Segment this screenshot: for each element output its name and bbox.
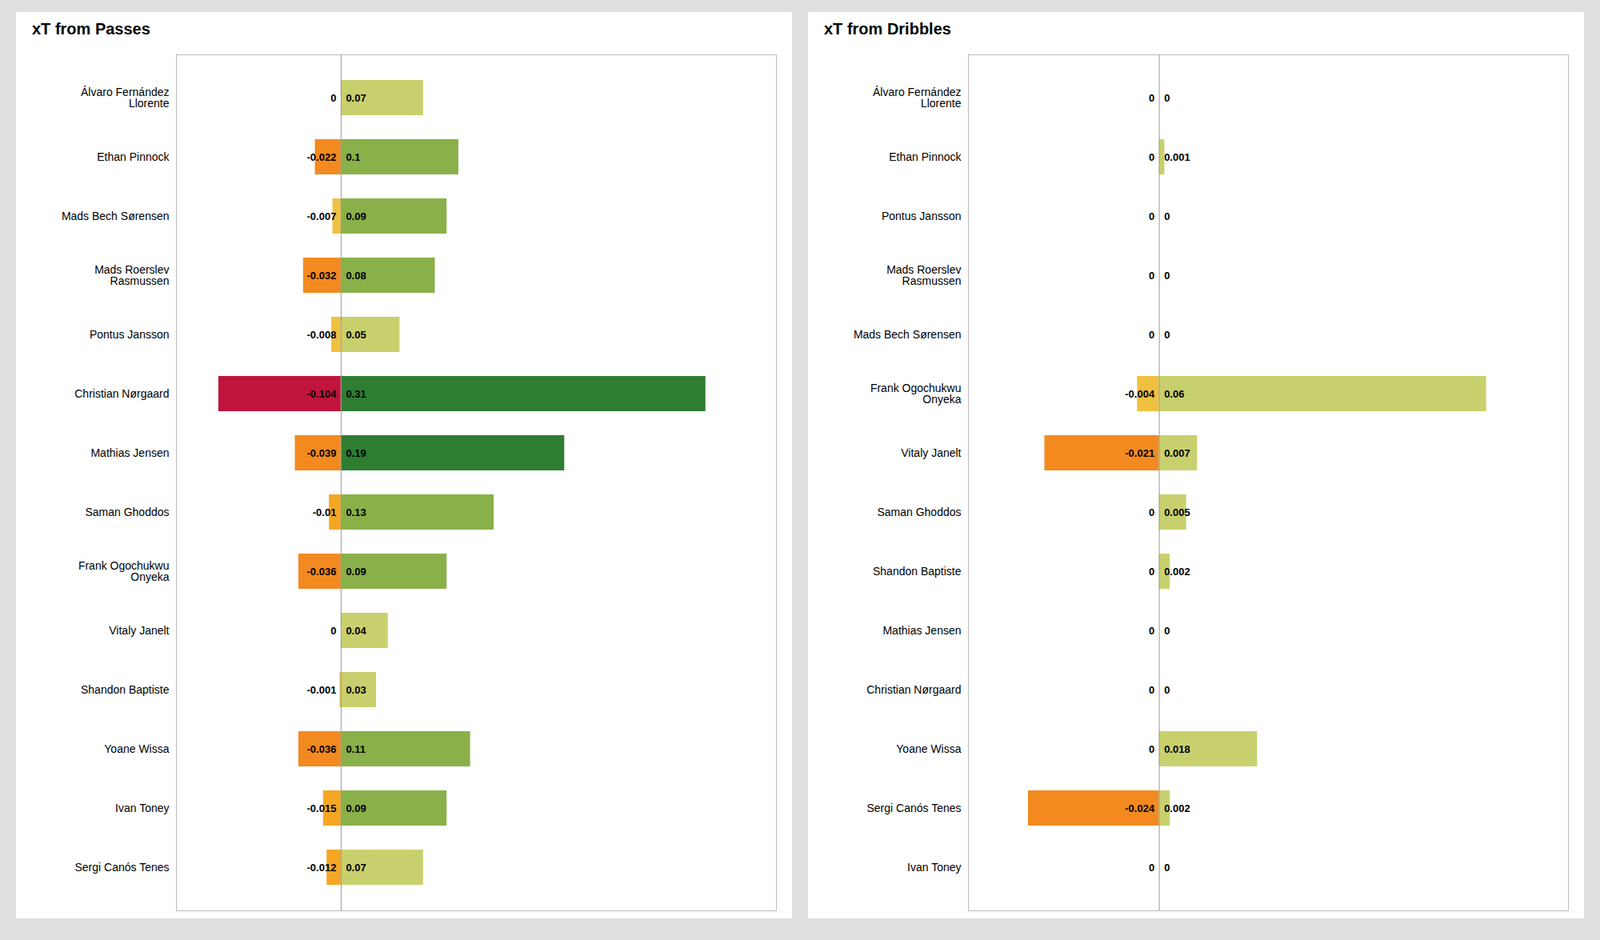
svg-text:0.002: 0.002 bbox=[1164, 802, 1191, 815]
svg-text:0: 0 bbox=[1164, 92, 1170, 104]
svg-text:0: 0 bbox=[1164, 328, 1170, 341]
svg-text:0.05: 0.05 bbox=[345, 328, 366, 341]
svg-text:Sergi Canós Tenes: Sergi Canós Tenes bbox=[866, 801, 961, 815]
svg-text:0: 0 bbox=[1148, 328, 1155, 341]
svg-text:0.001: 0.001 bbox=[1164, 151, 1191, 164]
svg-text:0.19: 0.19 bbox=[345, 447, 366, 460]
svg-text:0: 0 bbox=[1148, 861, 1155, 874]
svg-text:Mads RoerslevRasmussen: Mads RoerslevRasmussen bbox=[94, 263, 169, 288]
svg-text:Ivan Toney: Ivan Toney bbox=[115, 801, 169, 815]
svg-text:0: 0 bbox=[1148, 269, 1155, 282]
svg-text:0: 0 bbox=[330, 92, 336, 104]
svg-text:-0.007: -0.007 bbox=[307, 210, 337, 223]
svg-text:0.005: 0.005 bbox=[1164, 506, 1191, 519]
svg-text:Pontus Jansson: Pontus Jansson bbox=[89, 328, 170, 341]
svg-text:0: 0 bbox=[1164, 684, 1170, 696]
svg-text:Ethan Pinnock: Ethan Pinnock bbox=[96, 150, 170, 164]
svg-text:-0.036: -0.036 bbox=[307, 743, 337, 756]
svg-text:0.04: 0.04 bbox=[345, 624, 367, 637]
svg-text:0.07: 0.07 bbox=[345, 861, 366, 874]
svg-text:Christian Nørgaard: Christian Nørgaard bbox=[866, 683, 961, 696]
svg-text:0.018: 0.018 bbox=[1164, 743, 1191, 756]
svg-text:0.13: 0.13 bbox=[345, 506, 366, 519]
svg-text:Mads Bech Sørensen: Mads Bech Sørensen bbox=[853, 328, 962, 341]
svg-text:Frank OgochukwuOnyeka: Frank OgochukwuOnyeka bbox=[78, 559, 170, 584]
svg-text:Vitaly Janelt: Vitaly Janelt bbox=[108, 624, 169, 637]
svg-text:0: 0 bbox=[1148, 684, 1155, 696]
svg-text:-0.012: -0.012 bbox=[307, 861, 337, 874]
svg-text:Christian Nørgaard: Christian Nørgaard bbox=[74, 387, 169, 400]
svg-text:Saman Ghoddos: Saman Ghoddos bbox=[84, 505, 169, 519]
svg-text:-0.001: -0.001 bbox=[307, 684, 337, 696]
svg-text:Sergi Canós Tenes: Sergi Canós Tenes bbox=[74, 860, 169, 874]
html-text:xT from Dribbles: xT from Dribbles bbox=[824, 20, 952, 38]
svg-text:-0.004: -0.004 bbox=[1124, 388, 1156, 400]
svg-text:-0.008: -0.008 bbox=[307, 328, 337, 341]
svg-text:0.03: 0.03 bbox=[345, 684, 366, 696]
svg-text:Ivan Toney: Ivan Toney bbox=[907, 860, 961, 874]
svg-text:Saman Ghoddos: Saman Ghoddos bbox=[876, 505, 961, 519]
svg-text:0: 0 bbox=[1148, 210, 1155, 223]
svg-text:0: 0 bbox=[1148, 565, 1155, 578]
svg-text:0.07: 0.07 bbox=[345, 92, 366, 104]
svg-text:Mads Bech Sørensen: Mads Bech Sørensen bbox=[61, 209, 170, 223]
svg-text:-0.039: -0.039 bbox=[307, 447, 337, 460]
svg-text:Pontus Jansson: Pontus Jansson bbox=[881, 209, 962, 223]
svg-text:0: 0 bbox=[1164, 269, 1170, 282]
svg-text:-0.015: -0.015 bbox=[307, 802, 337, 815]
svg-text:0: 0 bbox=[1148, 92, 1155, 104]
svg-text:Mathias Jensen: Mathias Jensen bbox=[882, 624, 961, 637]
svg-text:Shandon Baptiste: Shandon Baptiste bbox=[872, 564, 962, 578]
svg-text:0.06: 0.06 bbox=[1164, 388, 1184, 400]
svg-text:0: 0 bbox=[1148, 624, 1155, 637]
svg-text:-0.032: -0.032 bbox=[307, 269, 337, 282]
svg-text:Álvaro FernándezLlorente: Álvaro FernándezLlorente bbox=[872, 85, 962, 110]
svg-text:-0.104: -0.104 bbox=[307, 388, 338, 400]
svg-text:0.11: 0.11 bbox=[345, 743, 366, 756]
svg-text:0: 0 bbox=[1148, 151, 1155, 164]
svg-text:Frank OgochukwuOnyeka: Frank OgochukwuOnyeka bbox=[870, 381, 962, 406]
svg-text:0: 0 bbox=[330, 624, 336, 637]
svg-text:0: 0 bbox=[1164, 624, 1170, 637]
svg-text:Mathias Jensen: Mathias Jensen bbox=[90, 446, 169, 460]
svg-text:Yoane Wissa: Yoane Wissa bbox=[104, 742, 169, 756]
svg-text:0: 0 bbox=[1148, 743, 1155, 756]
svg-text:-0.021: -0.021 bbox=[1124, 447, 1155, 460]
svg-text:0: 0 bbox=[1164, 861, 1170, 874]
svg-text:0.1: 0.1 bbox=[345, 151, 360, 164]
svg-text:Yoane Wissa: Yoane Wissa bbox=[896, 742, 961, 756]
svg-text:0: 0 bbox=[1148, 506, 1155, 519]
svg-text:0.09: 0.09 bbox=[345, 210, 366, 223]
svg-text:0.31: 0.31 bbox=[345, 388, 366, 400]
html-text:xT from Passes: xT from Passes bbox=[32, 20, 151, 38]
svg-text:0.007: 0.007 bbox=[1164, 447, 1191, 460]
svg-text:Vitaly Janelt: Vitaly Janelt bbox=[900, 446, 961, 460]
svg-text:Álvaro FernándezLlorente: Álvaro FernándezLlorente bbox=[80, 85, 170, 110]
svg-text:-0.01: -0.01 bbox=[312, 506, 337, 519]
svg-text:Ethan Pinnock: Ethan Pinnock bbox=[888, 150, 962, 164]
svg-text:Shandon Baptiste: Shandon Baptiste bbox=[80, 683, 170, 696]
svg-text:0.09: 0.09 bbox=[345, 565, 366, 578]
svg-text:-0.036: -0.036 bbox=[307, 565, 337, 578]
svg-text:-0.022: -0.022 bbox=[307, 151, 337, 164]
svg-text:Mads RoerslevRasmussen: Mads RoerslevRasmussen bbox=[886, 263, 961, 288]
svg-text:0.002: 0.002 bbox=[1164, 565, 1191, 578]
svg-text:0: 0 bbox=[1164, 210, 1170, 223]
svg-text:0.08: 0.08 bbox=[345, 269, 366, 282]
svg-text:0.09: 0.09 bbox=[345, 802, 366, 815]
svg-text:-0.024: -0.024 bbox=[1124, 802, 1156, 815]
